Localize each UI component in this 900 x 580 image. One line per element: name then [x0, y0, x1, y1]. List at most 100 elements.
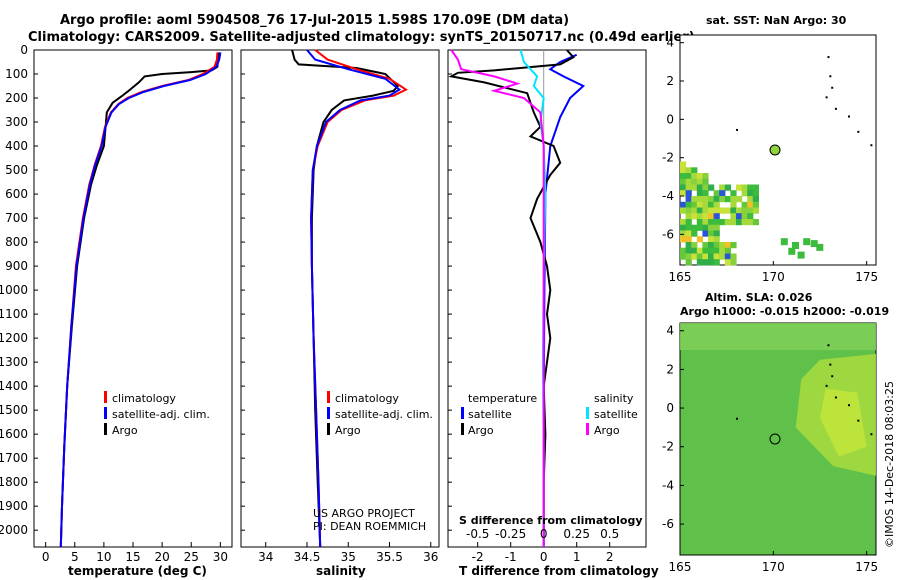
- x-tick-label: -1: [505, 550, 517, 564]
- salinity-panel: 34 34.5 35 35.5 36 salinity climatology sate…: [240, 49, 440, 578]
- sla-map-cells: [680, 323, 876, 476]
- temperature-series: [59, 52, 222, 548]
- sst-cell: [685, 196, 692, 203]
- legend-swatch-s-satellite: [586, 407, 589, 419]
- sst-map-argo-marker: [769, 144, 781, 156]
- coast-dot: [736, 128, 738, 131]
- sst-cell: [685, 190, 692, 197]
- sst-cell: [730, 259, 737, 266]
- sst-cell: [691, 207, 698, 214]
- x-tick-label: 0: [540, 550, 548, 564]
- sst-cell: [685, 253, 692, 260]
- sst-cell: [719, 207, 726, 214]
- sst-map-cells: [680, 161, 824, 266]
- depth-tick-label: 500: [5, 163, 28, 177]
- legend-satellite: satellite-adj. clim.: [335, 408, 433, 421]
- depth-tick-label: 1900: [0, 499, 28, 513]
- sst-cell: [702, 253, 709, 260]
- sst-cell: [730, 242, 737, 249]
- sst-cell: [702, 178, 709, 185]
- depth-tick-label: 300: [5, 115, 28, 129]
- sst-cell: [724, 196, 731, 203]
- sst-cell: [741, 207, 748, 214]
- sst-cell: [752, 201, 759, 208]
- legend-s-argo: Argo: [594, 424, 620, 437]
- coast-dot: [831, 375, 834, 378]
- x-tick-label: 15: [125, 550, 140, 564]
- pi-annotation: PI: DEAN ROEMMICH: [313, 520, 426, 533]
- sst-cell: [724, 247, 731, 254]
- difference-x-ticks: -2 -1 0 1 2: [448, 49, 614, 564]
- sst-cell: [810, 240, 818, 248]
- secondary-tick-label: 0.25: [563, 527, 590, 541]
- x-tick-label: 20: [154, 550, 169, 564]
- sst-cell: [741, 184, 748, 191]
- sla-map-argo-marker: [769, 433, 781, 445]
- sst-cell: [741, 219, 748, 226]
- legend-satellite: satellite-adj. clim.: [112, 408, 210, 421]
- series-s-argo: [450, 49, 545, 547]
- sst-cell: [730, 201, 737, 208]
- sst-cell: [691, 167, 698, 174]
- sst-cell: [708, 207, 715, 214]
- x-tick-label: 34: [258, 550, 273, 564]
- sst-cell: [680, 167, 687, 174]
- sst-cell: [713, 259, 720, 266]
- sst-cell: [724, 219, 731, 226]
- sst-cell: [685, 184, 692, 191]
- sst-cell: [719, 219, 726, 226]
- sst-cell: [708, 184, 715, 191]
- sst-cell: [685, 236, 692, 243]
- sst-cell: [708, 196, 715, 203]
- coast-dot: [834, 107, 837, 110]
- legend-swatch-t-argo: [461, 423, 464, 435]
- sst-cell: [685, 178, 692, 185]
- sst-cell: [719, 247, 726, 254]
- sst-cell: [685, 219, 692, 226]
- sst-cell: [685, 224, 692, 231]
- sst-cell: [752, 184, 759, 191]
- sst-cell: [680, 184, 687, 191]
- depth-tick-label: 100: [5, 67, 28, 81]
- series-satellite-adj-clim-: [306, 49, 402, 548]
- x-tick-label: 0: [42, 550, 50, 564]
- sst-cell: [680, 247, 687, 254]
- sst-cell: [747, 190, 754, 197]
- sst-cell: [708, 213, 715, 220]
- sst-cell: [708, 201, 715, 208]
- legend-swatch-climatology: [104, 391, 107, 403]
- coast-dot: [827, 344, 830, 347]
- x-tick-label: 1: [573, 550, 581, 564]
- temperature-xlabel: temperature (deg C): [68, 564, 207, 578]
- sst-cell: [803, 238, 811, 246]
- sst-cell: [691, 213, 698, 220]
- sst-cell: [752, 207, 759, 214]
- sst-cell: [816, 243, 824, 251]
- sst-cell: [702, 201, 709, 208]
- sst-cell: [702, 259, 709, 266]
- sst-cell: [685, 242, 692, 249]
- legend-swatch-argo: [327, 423, 330, 435]
- sst-cell: [680, 230, 687, 237]
- sst-cell: [724, 253, 731, 260]
- imos-credit: ©IMOS 14-Dec-2018 08:03:25: [883, 381, 896, 548]
- sst-cell: [696, 224, 703, 231]
- sst-cell: [685, 247, 692, 254]
- sla-shade: [680, 323, 876, 351]
- sst-cell: [680, 236, 687, 243]
- sst-cell: [724, 259, 731, 266]
- depth-tick-label: 600: [5, 187, 28, 201]
- sst-cell: [719, 196, 726, 203]
- coast-dot: [857, 419, 860, 422]
- sst-cell: [702, 213, 709, 220]
- legend-swatch-t-satellite: [461, 407, 464, 419]
- map-y-tick-label: 2: [666, 74, 674, 88]
- sst-cell: [713, 190, 720, 197]
- salinity-x-ticks: 34 34.5 35 35.5 36: [241, 49, 438, 564]
- sst-cell: [741, 213, 748, 220]
- coast-dot: [870, 144, 873, 147]
- series-climatology: [59, 52, 219, 548]
- argo-marker: [769, 144, 781, 156]
- sst-cell: [713, 213, 720, 220]
- difference-panel: -2 -1 0 1 2 T difference from climatology S …: [447, 49, 659, 578]
